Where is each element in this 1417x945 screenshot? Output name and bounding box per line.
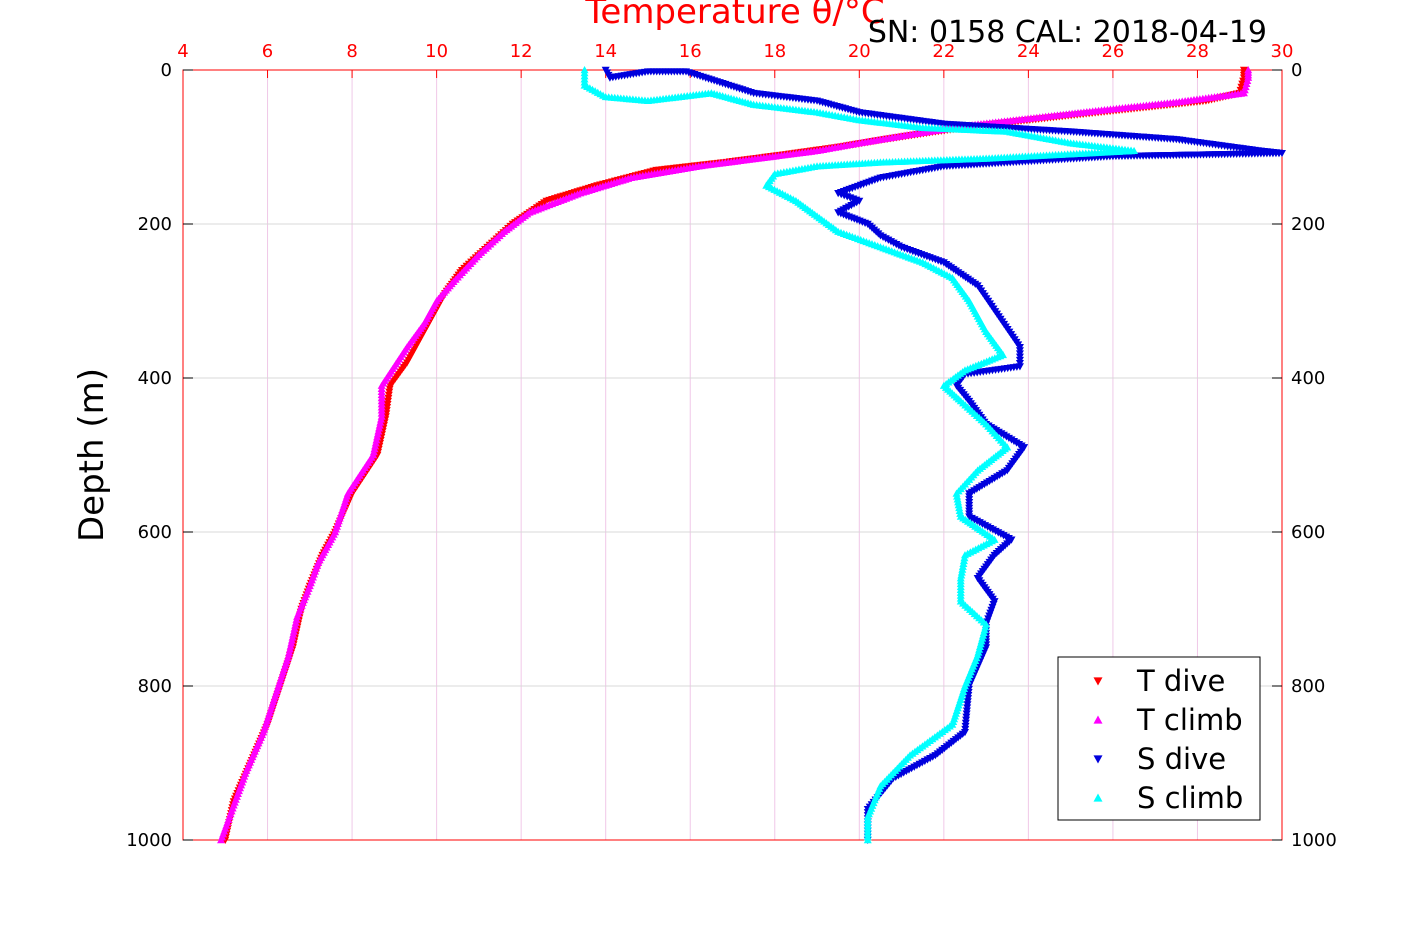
data-point (960, 551, 969, 559)
legend-label: T climb (1136, 703, 1243, 737)
legend-marker (1093, 715, 1103, 724)
y-tick-label-right: 400 (1291, 368, 1325, 389)
legend-marker (1093, 677, 1103, 686)
legend-box (1057, 656, 1261, 821)
series-s-climb (580, 66, 1139, 844)
y-tick-label-left: 0 (161, 60, 172, 81)
y-tick-label-left: 200 (138, 214, 172, 235)
x-tick-label: 10 (425, 41, 448, 62)
y-tick-label-left: 600 (138, 522, 172, 543)
y-tick-label-right: 200 (1291, 214, 1325, 235)
x-tick-label: 6 (262, 41, 273, 62)
y-tick-label-left: 800 (138, 676, 172, 697)
legend-label: S dive (1137, 742, 1226, 776)
data-point (954, 498, 963, 506)
x-tick-label: 16 (679, 41, 702, 62)
legend-label: T dive (1136, 664, 1225, 698)
x-tick-label: 28 (1186, 41, 1209, 62)
plot-frame (182, 69, 1283, 841)
y-tick-label-right: 0 (1291, 60, 1302, 81)
y-tick-label-right: 1000 (1291, 830, 1337, 851)
data-point (952, 489, 961, 497)
x-tick-label: 24 (1017, 41, 1040, 62)
data-point (956, 509, 965, 517)
series-t-climb (217, 66, 1253, 844)
data-point (953, 495, 962, 503)
x-tick-label: 4 (177, 41, 188, 62)
legend-marker (1093, 755, 1103, 764)
data-point (953, 492, 962, 500)
legend: T dive T climb S dive S climb (1057, 656, 1261, 821)
data-point (958, 565, 967, 573)
y-tick-label-left: 400 (138, 368, 172, 389)
data-point (955, 503, 964, 512)
data-point (957, 568, 966, 576)
y-tick-label-right: 800 (1291, 676, 1325, 697)
x-tick-label: 12 (510, 41, 533, 62)
data-point (954, 501, 963, 509)
data-points (217, 66, 1286, 844)
data-point (863, 836, 872, 844)
x-tick-label: 8 (346, 41, 357, 62)
data-point (959, 559, 968, 567)
legend-label: S climb (1137, 781, 1243, 815)
x-tick-label: 26 (1101, 41, 1124, 62)
data-point (955, 506, 964, 515)
y-tick-label-left: 1000 (126, 830, 172, 851)
chart-title: Temperature θ/°C (584, 0, 884, 32)
x-tick-label: 14 (594, 41, 617, 62)
legend-marker (1093, 793, 1103, 802)
data-point (959, 556, 968, 565)
y-tick-label-right: 600 (1291, 522, 1325, 543)
data-point (960, 553, 969, 562)
x-tick-label: 20 (848, 41, 871, 62)
data-point (957, 571, 966, 579)
chart-subtitle: SN: 0158 CAL: 2018-04-19 (868, 15, 1267, 50)
y-axis-label: Depth (m) (72, 368, 112, 542)
x-tick-label: 22 (932, 41, 955, 62)
x-tick-label: 30 (1271, 41, 1294, 62)
data-point (217, 836, 226, 844)
x-tick-label: 18 (763, 41, 786, 62)
series-s-dive (601, 66, 1286, 844)
data-point (958, 562, 967, 570)
